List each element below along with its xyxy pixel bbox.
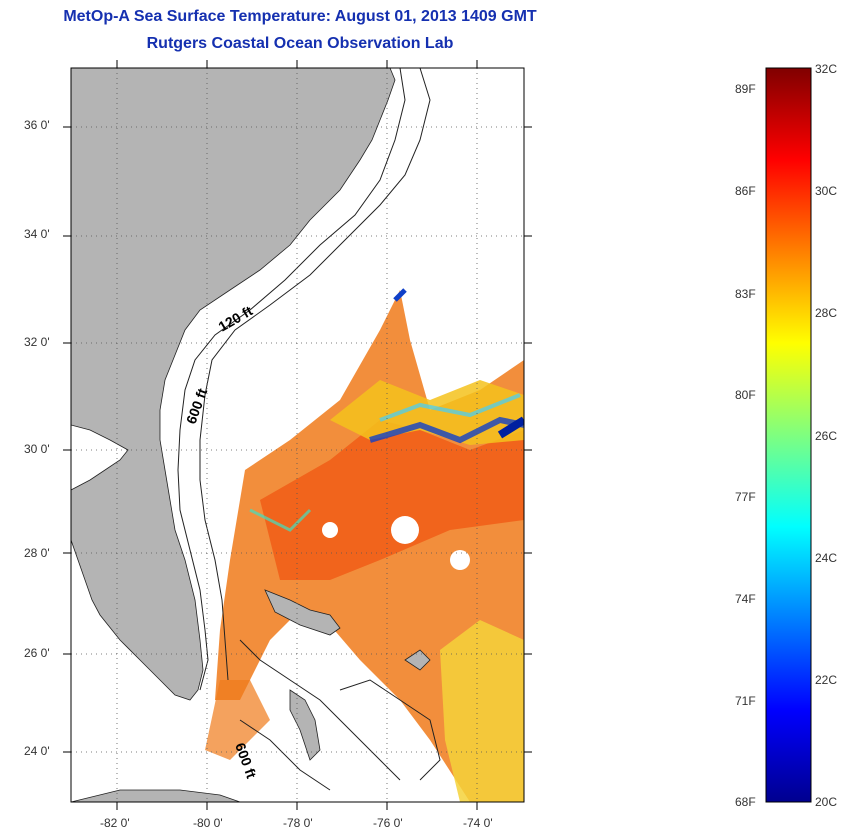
colorbar: [765, 67, 812, 803]
lat-tick-label: 32 0': [24, 335, 50, 349]
lat-tick-label: 28 0': [24, 546, 50, 560]
colorbar-celsius-label: 26C: [815, 429, 838, 443]
contour-label: 600 ft: [183, 386, 211, 426]
colorbar-celsius-label: 28C: [815, 306, 838, 320]
colorbar-fahrenheit-label: 86F: [735, 184, 756, 198]
lat-tick-label: 26 0': [24, 646, 50, 660]
colorbar-fahrenheit-label: 83F: [735, 287, 756, 301]
axis-ticks: [63, 60, 532, 810]
colorbar-celsius-label: 20C: [815, 795, 838, 809]
contour-label: 600 ft: [232, 741, 260, 781]
lon-tick-label: -78 0': [283, 816, 313, 830]
lon-tick-label: -80 0': [193, 816, 223, 830]
chart-subtitle: Rutgers Coastal Ocean Observation Lab: [146, 35, 454, 52]
lat-tick-label: 36 0': [24, 118, 50, 132]
colorbar-fahrenheit-label: 77F: [735, 490, 756, 504]
colorbar-celsius-label: 32C: [815, 62, 838, 76]
land-mass-cuba: [71, 789, 241, 802]
lon-tick-label: -82 0': [100, 816, 130, 830]
contour-120ft: [177, 68, 406, 691]
graticule-grid: [71, 68, 524, 802]
chart-title: MetOp-A Sea Surface Temperature: August …: [63, 8, 537, 25]
colorbar-celsius-label: 30C: [815, 184, 838, 198]
colorbar-fahrenheit-label: 80F: [735, 388, 756, 402]
colorbar-fahrenheit-label: 68F: [735, 795, 756, 809]
lat-tick-label: 34 0': [24, 227, 50, 241]
lat-tick-label: 30 0': [24, 442, 50, 456]
colorbar-fahrenheit-label: 89F: [735, 82, 756, 96]
lon-tick-label: -74 0': [463, 816, 493, 830]
contour-600ft: [199, 68, 431, 681]
contour-bahamas: [239, 639, 441, 791]
sst-data-region: [205, 288, 524, 802]
land-mass-us: [71, 68, 396, 701]
colorbar-celsius-label: 22C: [815, 673, 838, 687]
colorbar-celsius-label: 24C: [815, 551, 838, 565]
lon-tick-label: -76 0': [373, 816, 403, 830]
colorbar-fahrenheit-label: 74F: [735, 592, 756, 606]
lat-tick-label: 24 0': [24, 744, 50, 758]
colorbar-fahrenheit-label: 71F: [735, 694, 756, 708]
